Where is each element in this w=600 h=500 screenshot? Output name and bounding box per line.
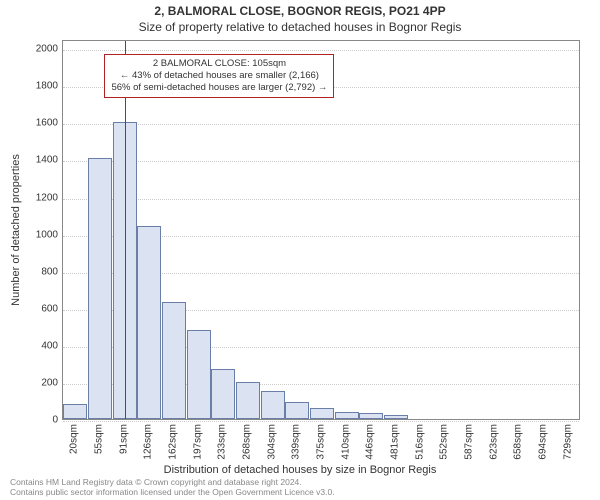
attribution-footer: Contains HM Land Registry data © Crown c… <box>10 478 335 498</box>
y-tick-label: 400 <box>0 340 58 351</box>
chart-title: Size of property relative to detached ho… <box>0 20 600 34</box>
x-tick-label: 481sqm <box>390 424 401 460</box>
x-tick-label: 304sqm <box>266 424 277 460</box>
y-tick-label: 1000 <box>0 229 58 240</box>
histogram-bar <box>162 302 186 419</box>
histogram-bar <box>359 413 383 419</box>
x-tick-label: 233sqm <box>217 424 228 460</box>
gridline <box>63 50 579 51</box>
y-tick-label: 2000 <box>0 44 58 55</box>
y-tick-label: 1400 <box>0 155 58 166</box>
x-tick-label: 516sqm <box>414 424 425 460</box>
callout-line: ← 43% of detached houses are smaller (2,… <box>111 70 327 82</box>
x-tick-label: 91sqm <box>118 424 129 454</box>
x-axis-label: Distribution of detached houses by size … <box>0 464 600 476</box>
x-tick-label: 268sqm <box>242 424 253 460</box>
property-callout: 2 BALMORAL CLOSE: 105sqm← 43% of detache… <box>104 54 334 98</box>
x-tick-label: 375sqm <box>316 424 327 460</box>
gridline <box>63 199 579 200</box>
x-tick-label: 339sqm <box>291 424 302 460</box>
histogram-bar <box>384 415 408 419</box>
x-tick-label: 126sqm <box>143 424 154 460</box>
histogram-bar <box>187 330 211 419</box>
y-tick-label: 1800 <box>0 81 58 92</box>
histogram-bar <box>310 408 334 419</box>
x-tick-label: 694sqm <box>538 424 549 460</box>
y-tick-label: 1600 <box>0 118 58 129</box>
chart-suptitle: 2, BALMORAL CLOSE, BOGNOR REGIS, PO21 4P… <box>0 4 600 18</box>
y-tick-label: 1200 <box>0 192 58 203</box>
histogram-bar <box>137 226 161 419</box>
histogram-bar <box>211 369 235 419</box>
x-tick-label: 729sqm <box>562 424 573 460</box>
x-tick-label: 587sqm <box>464 424 475 460</box>
gridline <box>63 421 579 422</box>
x-tick-label: 658sqm <box>513 424 524 460</box>
histogram-bar <box>335 412 359 419</box>
x-tick-label: 162sqm <box>168 424 179 460</box>
y-tick-label: 600 <box>0 303 58 314</box>
callout-line: 2 BALMORAL CLOSE: 105sqm <box>111 58 327 70</box>
x-tick-label: 552sqm <box>439 424 450 460</box>
x-tick-label: 623sqm <box>488 424 499 460</box>
histogram-bar <box>63 404 87 419</box>
callout-line: 56% of semi-detached houses are larger (… <box>111 82 327 94</box>
gridline <box>63 124 579 125</box>
x-tick-label: 55sqm <box>94 424 105 454</box>
x-tick-label: 410sqm <box>340 424 351 460</box>
x-tick-label: 446sqm <box>365 424 376 460</box>
y-tick-label: 800 <box>0 266 58 277</box>
gridline <box>63 161 579 162</box>
footer-line: Contains public sector information licen… <box>10 488 335 498</box>
x-tick-label: 197sqm <box>192 424 203 460</box>
x-tick-label: 20sqm <box>69 424 80 454</box>
histogram-bar <box>88 158 112 419</box>
y-tick-label: 200 <box>0 377 58 388</box>
histogram-bar <box>236 382 260 419</box>
y-tick-label: 0 <box>0 415 58 426</box>
plot-area: 2 BALMORAL CLOSE: 105sqm← 43% of detache… <box>62 40 580 420</box>
histogram-bar <box>261 391 285 419</box>
histogram-bar <box>285 402 309 419</box>
